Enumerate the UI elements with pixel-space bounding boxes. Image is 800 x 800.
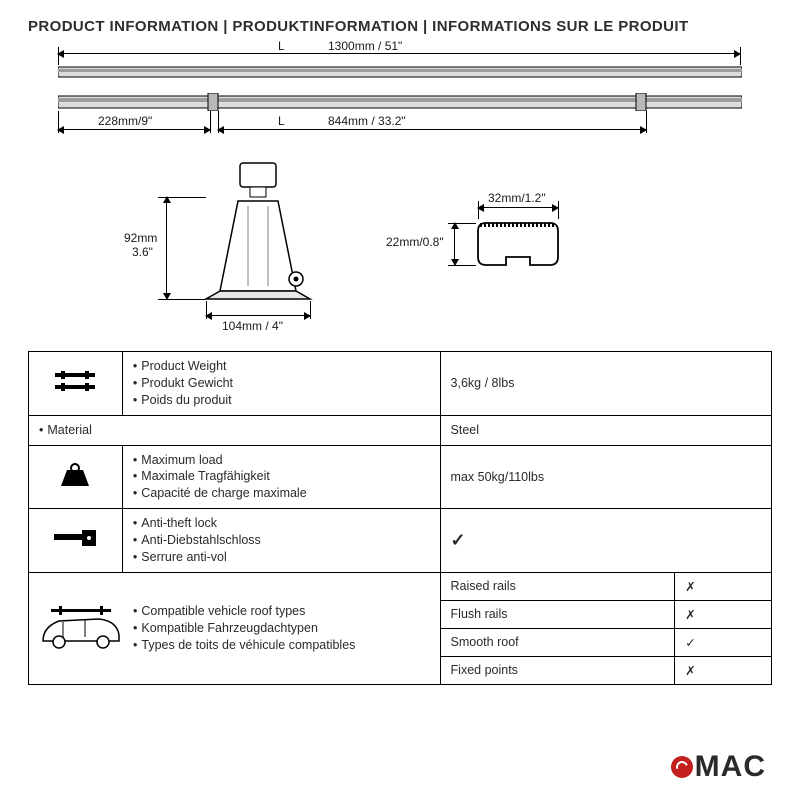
foot-base: 104mm / 4" — [222, 319, 283, 333]
label: Maximale Tragfähigkeit — [133, 468, 430, 485]
compat-name: Fixed points — [440, 656, 675, 684]
dimension-diagram: L 1300mm / 51" 228mm/9" L 844mm / 33.2" … — [28, 41, 772, 341]
label: Kompatible Fahrzeugdachtypen — [133, 620, 355, 637]
foot-diagram — [178, 161, 338, 311]
label: Anti-theft lock — [133, 515, 430, 532]
compat-ok: ✗ — [675, 656, 772, 684]
value: max 50kg/110lbs — [440, 445, 771, 509]
car-icon — [39, 605, 123, 651]
inner-L: L — [278, 114, 285, 128]
page-title: PRODUCT INFORMATION | PRODUKTINFORMATION… — [0, 0, 800, 41]
top-L: L — [278, 39, 285, 53]
compat-name: Smooth roof — [440, 628, 675, 656]
table-row: Compatible vehicle roof types Kompatible… — [29, 572, 772, 600]
label: Types de toits de véhicule compatibles — [133, 637, 355, 654]
value: Steel — [440, 415, 771, 445]
label: Produkt Gewicht — [133, 375, 430, 392]
table-row: Anti-theft lock Anti-Diebstahlschloss Se… — [29, 509, 772, 573]
profile-h: 22mm/0.8" — [386, 235, 444, 249]
bars-icon — [29, 352, 123, 416]
profile-w: 32mm/1.2" — [488, 191, 546, 205]
compat-ok: ✗ — [675, 572, 772, 600]
label: Capacité de charge maximale — [133, 485, 430, 502]
table-row: Maximum load Maximale Tragfähigkeit Capa… — [29, 445, 772, 509]
label: Material — [39, 422, 430, 439]
compat-ok: ✓ — [675, 628, 772, 656]
spec-table: Product Weight Produkt Gewicht Poids du … — [28, 351, 772, 685]
table-row: Material Steel — [29, 415, 772, 445]
label: Maximum load — [133, 452, 430, 469]
label: Anti-Diebstahlschloss — [133, 532, 430, 549]
foot-h-mm: 92mm — [124, 231, 157, 245]
compat-ok: ✗ — [675, 600, 772, 628]
top-length: 1300mm / 51" — [328, 39, 402, 53]
lock-icon — [29, 509, 123, 573]
brand-logo: MAC — [671, 750, 766, 784]
label: Product Weight — [133, 358, 430, 375]
value: 3,6kg / 8lbs — [440, 352, 771, 416]
logo-o-icon — [671, 756, 693, 778]
offset-label: 228mm/9" — [98, 114, 152, 128]
label: Poids du produit — [133, 392, 430, 409]
compat-name: Raised rails — [440, 572, 675, 600]
compat-name: Flush rails — [440, 600, 675, 628]
value: ✓ — [440, 509, 771, 573]
foot-h-in: 3.6" — [132, 245, 153, 259]
profile-diagram — [458, 211, 578, 291]
weight-icon — [29, 445, 123, 509]
label: Serrure anti-vol — [133, 549, 430, 566]
label: Compatible vehicle roof types — [133, 603, 355, 620]
table-row: Product Weight Produkt Gewicht Poids du … — [29, 352, 772, 416]
inner-length: 844mm / 33.2" — [328, 114, 406, 128]
